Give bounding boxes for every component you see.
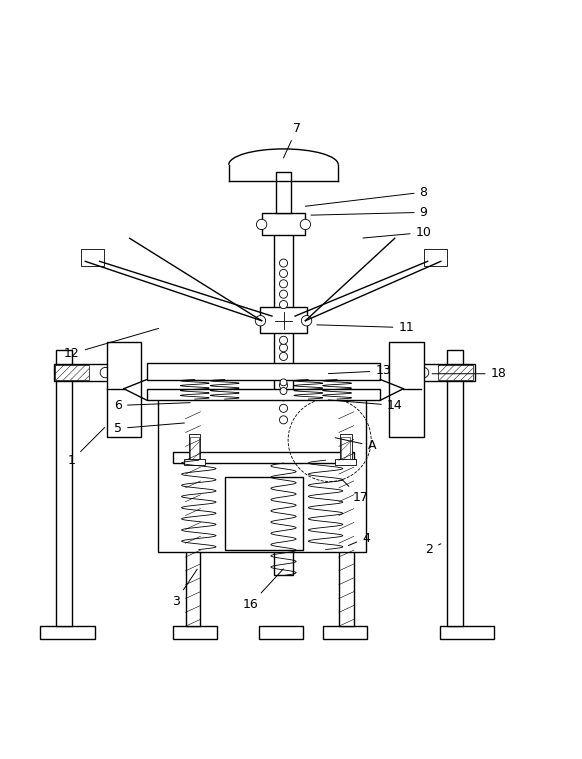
- Text: 14: 14: [328, 399, 403, 412]
- Bar: [80, 249, 104, 266]
- Circle shape: [279, 352, 288, 361]
- Bar: [389, 342, 424, 437]
- Circle shape: [300, 219, 311, 230]
- Bar: [107, 342, 141, 437]
- Bar: [446, 350, 463, 626]
- Circle shape: [279, 336, 288, 345]
- Text: 5: 5: [114, 422, 184, 435]
- Bar: [158, 397, 366, 553]
- Bar: [261, 307, 307, 333]
- Bar: [261, 213, 306, 235]
- Circle shape: [301, 316, 312, 326]
- Circle shape: [279, 290, 288, 298]
- Circle shape: [255, 316, 265, 326]
- Bar: [438, 365, 473, 380]
- Bar: [389, 364, 475, 381]
- Text: 9: 9: [311, 206, 428, 219]
- Bar: [147, 364, 381, 380]
- Text: 1: 1: [68, 427, 105, 467]
- Circle shape: [280, 379, 287, 386]
- Text: 17: 17: [342, 480, 368, 504]
- Bar: [340, 434, 352, 463]
- Bar: [335, 459, 356, 465]
- Text: 2: 2: [425, 543, 441, 556]
- Bar: [274, 218, 293, 575]
- Bar: [147, 389, 381, 400]
- Bar: [322, 626, 367, 639]
- Bar: [440, 626, 495, 639]
- Circle shape: [279, 301, 288, 309]
- Bar: [40, 626, 95, 639]
- Text: 12: 12: [64, 329, 159, 360]
- Bar: [259, 626, 303, 639]
- Bar: [189, 434, 200, 463]
- Bar: [190, 437, 200, 460]
- Circle shape: [279, 416, 288, 424]
- Bar: [276, 172, 291, 213]
- Bar: [54, 364, 140, 381]
- Bar: [173, 626, 217, 639]
- Text: 3: 3: [172, 569, 197, 608]
- Text: 10: 10: [363, 226, 431, 239]
- Text: 16: 16: [243, 569, 283, 611]
- Bar: [186, 407, 200, 626]
- Bar: [424, 249, 446, 266]
- Bar: [225, 477, 303, 550]
- Text: 18: 18: [432, 367, 506, 380]
- Bar: [184, 459, 205, 465]
- Circle shape: [279, 392, 288, 401]
- Circle shape: [279, 280, 288, 288]
- Circle shape: [257, 219, 267, 230]
- Text: A: A: [335, 438, 376, 452]
- Bar: [55, 365, 89, 380]
- Text: 11: 11: [317, 321, 414, 334]
- Circle shape: [418, 367, 429, 378]
- Text: 6: 6: [114, 399, 190, 412]
- Bar: [341, 437, 350, 460]
- Circle shape: [279, 381, 288, 389]
- Text: 8: 8: [306, 186, 428, 206]
- Bar: [173, 452, 354, 463]
- Circle shape: [279, 269, 288, 278]
- Bar: [56, 350, 72, 626]
- Text: 13: 13: [328, 364, 391, 377]
- Circle shape: [279, 405, 288, 412]
- Text: 7: 7: [283, 122, 301, 158]
- Bar: [339, 407, 354, 626]
- Circle shape: [280, 388, 287, 395]
- Circle shape: [279, 344, 288, 352]
- Text: 4: 4: [348, 531, 370, 546]
- Circle shape: [100, 367, 111, 378]
- Circle shape: [279, 259, 288, 267]
